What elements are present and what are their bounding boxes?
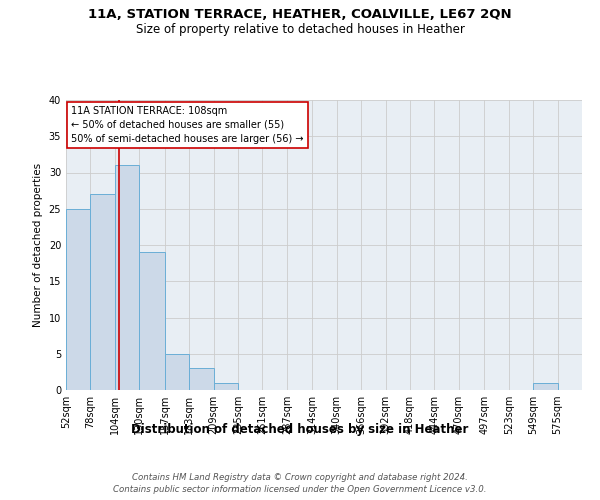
Bar [189, 368, 214, 390]
Text: 11A, STATION TERRACE, HEATHER, COALVILLE, LE67 2QN: 11A, STATION TERRACE, HEATHER, COALVILLE… [88, 8, 512, 20]
Bar [164, 354, 189, 390]
Bar [214, 383, 238, 390]
Text: Contains HM Land Registry data © Crown copyright and database right 2024.: Contains HM Land Registry data © Crown c… [132, 472, 468, 482]
Bar [139, 252, 164, 390]
Y-axis label: Number of detached properties: Number of detached properties [33, 163, 43, 327]
Text: Contains public sector information licensed under the Open Government Licence v3: Contains public sector information licen… [113, 485, 487, 494]
Text: 11A STATION TERRACE: 108sqm
← 50% of detached houses are smaller (55)
50% of sem: 11A STATION TERRACE: 108sqm ← 50% of det… [71, 106, 304, 144]
Bar [115, 165, 139, 390]
Bar [533, 383, 557, 390]
Bar [66, 209, 91, 390]
Text: Size of property relative to detached houses in Heather: Size of property relative to detached ho… [136, 22, 464, 36]
Bar [91, 194, 115, 390]
Text: Distribution of detached houses by size in Heather: Distribution of detached houses by size … [131, 422, 469, 436]
